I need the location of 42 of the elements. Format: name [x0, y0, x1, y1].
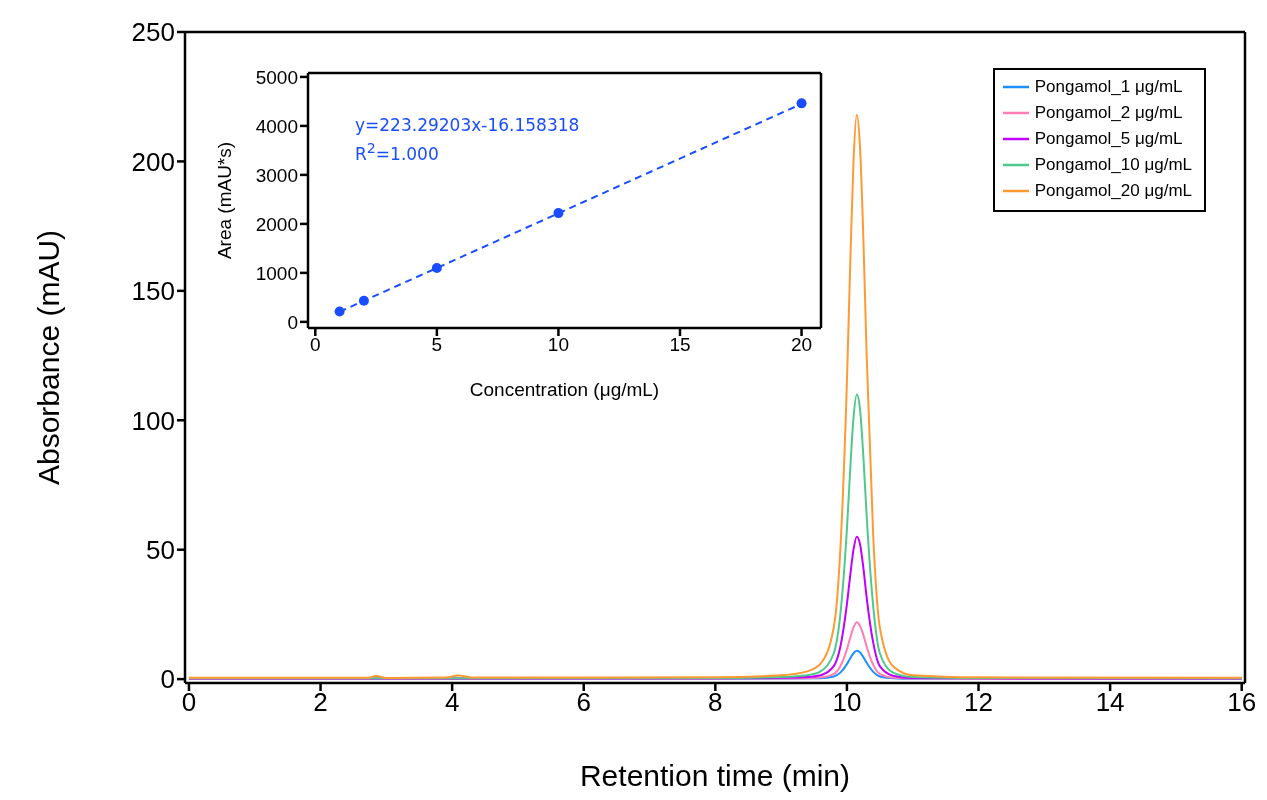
- x-tick-label: 6: [576, 687, 591, 718]
- x-tick-label: 4: [444, 687, 460, 718]
- x-tick-label: 10: [547, 334, 569, 356]
- y-tick-label: 50: [146, 534, 175, 565]
- y-axis-title: Absorbance (mAU): [31, 229, 65, 486]
- y-tick-label: 200: [131, 146, 175, 177]
- y-tick-label: 3000: [255, 164, 298, 186]
- x-tick-label: 10: [832, 687, 862, 718]
- x-tick-label: 8: [708, 687, 723, 718]
- x-tick-label: 12: [964, 687, 993, 718]
- x-tick-label: 0: [181, 687, 197, 718]
- x-tick-label: 20: [790, 334, 813, 356]
- legend-label: Pongamol_20 μg/mL: [1034, 180, 1192, 202]
- legend-label: Pongamol_1 μg/mL: [1034, 76, 1183, 98]
- x-axis-title: Concentration (μg/mL): [469, 379, 660, 400]
- annotation: y=223.29203x-16.158318: [355, 114, 580, 137]
- y-tick-label: 0: [160, 664, 175, 695]
- legend-label: Pongamol_10 μg/mL: [1034, 154, 1192, 176]
- y-tick-label: 5000: [255, 66, 298, 88]
- legend-label: Pongamol_5 μg/mL: [1034, 128, 1183, 150]
- y-tick-label: 1000: [255, 262, 298, 284]
- legend-label: Pongamol_2 μg/mL: [1034, 102, 1183, 124]
- point: [358, 295, 369, 306]
- y-tick-label: 0: [287, 311, 298, 333]
- x-tick-label: 14: [1095, 687, 1125, 718]
- y-tick-label: 250: [131, 17, 175, 48]
- y-tick-label: 150: [131, 276, 175, 307]
- point: [334, 306, 345, 317]
- y-tick-label: 100: [131, 405, 175, 436]
- point: [796, 98, 807, 109]
- y-tick-label: 2000: [255, 213, 298, 235]
- annotation: R$^{2}$=1.000: [355, 139, 440, 166]
- x-tick-label: 0: [310, 334, 321, 356]
- y-axis-title: Area (mAU*s): [213, 141, 235, 260]
- x-tick-label: 5: [431, 334, 443, 356]
- y-tick-label: 4000: [255, 115, 298, 137]
- x-tick-label: 15: [669, 334, 691, 356]
- point: [431, 262, 442, 273]
- point: [553, 208, 564, 219]
- x-tick-label: 16: [1227, 687, 1257, 718]
- x-tick-label: 2: [313, 687, 328, 718]
- x-axis-title: Retention time (min): [579, 759, 851, 792]
